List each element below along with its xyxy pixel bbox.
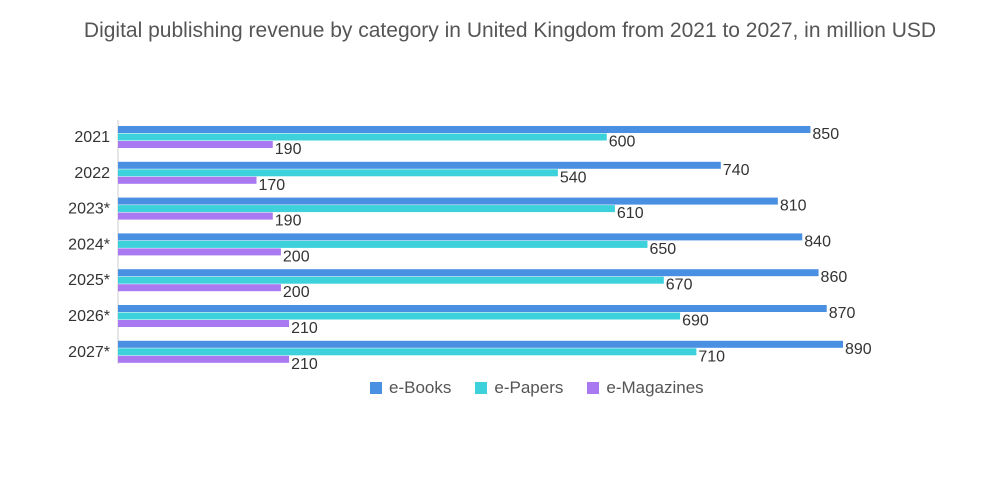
bar-e-papers-2025 — [118, 276, 664, 284]
data-label: 170 — [258, 177, 285, 194]
data-label: 710 — [698, 348, 725, 365]
legend-item[interactable]: e-Papers — [475, 378, 563, 398]
data-label: 840 — [804, 233, 831, 250]
y-tick-label: 2024* — [68, 236, 110, 253]
data-label: 860 — [821, 269, 848, 286]
data-label: 650 — [649, 241, 676, 258]
data-label: 210 — [291, 320, 318, 337]
data-label: 870 — [829, 305, 856, 322]
y-tick-label: 2026* — [68, 308, 110, 325]
data-label: 540 — [560, 169, 587, 186]
bar-e-magazines-2022 — [118, 176, 257, 184]
bar-e-magazines-2027 — [118, 355, 290, 363]
legend-swatch — [475, 382, 488, 394]
data-label: 200 — [283, 284, 310, 301]
legend-label: e-Books — [389, 378, 452, 397]
data-label: 890 — [845, 341, 872, 358]
y-tick-label: 2023* — [68, 201, 110, 218]
data-label: 850 — [812, 126, 839, 143]
data-label: 190 — [275, 141, 302, 158]
bar-e-books-2022 — [118, 161, 721, 169]
legend: e-Books e-Papers e-Magazines — [370, 378, 728, 398]
bar-e-books-2024 — [118, 233, 803, 241]
bar-e-magazines-2021 — [118, 141, 273, 148]
bar-e-books-2026 — [118, 305, 827, 312]
legend-item[interactable]: e-Magazines — [587, 378, 704, 398]
y-tick-label: 2022 — [74, 165, 110, 182]
data-label: 690 — [682, 313, 709, 330]
y-tick-label: 2027* — [68, 344, 110, 361]
legend-swatch — [370, 382, 382, 394]
bar-e-books-2025 — [118, 269, 819, 277]
legend-swatch — [587, 382, 600, 394]
data-label: 670 — [666, 277, 693, 294]
bar-e-magazines-2023 — [118, 212, 273, 220]
bar-e-papers-2024 — [118, 240, 648, 248]
legend-item[interactable]: e-Books — [370, 378, 451, 398]
bar-e-books-2021 — [118, 126, 811, 133]
data-label: 810 — [780, 198, 807, 215]
data-label: 190 — [275, 213, 302, 230]
bar-e-books-2027 — [118, 340, 843, 348]
bar-e-papers-2022 — [118, 169, 558, 177]
data-label: 200 — [283, 248, 310, 265]
bar-e-papers-2026 — [118, 312, 681, 320]
data-label: 740 — [723, 162, 750, 179]
y-tick-label: 2025* — [68, 272, 110, 289]
data-label: 210 — [291, 356, 318, 373]
bar-e-papers-2021 — [118, 133, 607, 141]
y-tick-label: 2021 — [74, 129, 110, 146]
bar-e-magazines-2025 — [118, 284, 281, 292]
chart-title: Digital publishing revenue by category i… — [83, 19, 937, 42]
bar-e-books-2023 — [118, 197, 778, 205]
bar-e-magazines-2026 — [118, 320, 290, 327]
data-label: 610 — [617, 205, 644, 222]
bar-e-magazines-2024 — [118, 248, 281, 256]
legend-label: e-Magazines — [606, 378, 704, 397]
bar-e-papers-2023 — [118, 205, 615, 213]
bar-e-papers-2027 — [118, 348, 697, 356]
data-label: 600 — [609, 134, 636, 151]
legend-label: e-Papers — [494, 378, 564, 397]
